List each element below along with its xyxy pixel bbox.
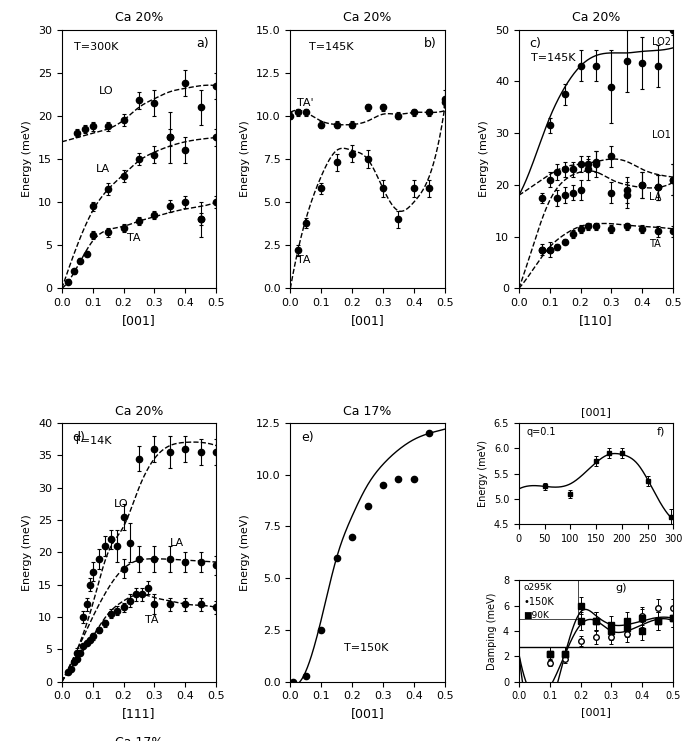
Text: T=145K: T=145K [531, 53, 576, 63]
Y-axis label: Energy (meV): Energy (meV) [23, 121, 32, 197]
Y-axis label: Energy (meV): Energy (meV) [240, 121, 250, 197]
Text: c): c) [530, 37, 541, 50]
X-axis label: [111]: [111] [122, 707, 156, 720]
Text: •150K: •150K [523, 597, 554, 608]
Title: Ca 17%: Ca 17% [344, 405, 392, 418]
Text: LA: LA [649, 193, 661, 202]
Y-axis label: Damping (meV): Damping (meV) [487, 592, 497, 670]
Title: Ca 20%: Ca 20% [344, 11, 392, 24]
Text: LO: LO [99, 87, 113, 96]
Text: TA': TA' [297, 98, 313, 107]
X-axis label: [001]: [001] [350, 707, 385, 720]
Text: LO1: LO1 [652, 130, 671, 140]
Y-axis label: Energy (meV): Energy (meV) [478, 440, 488, 507]
Text: q=0.1: q=0.1 [526, 427, 556, 437]
Text: f): f) [657, 426, 666, 436]
Text: g): g) [616, 583, 627, 594]
Title: [001]: [001] [581, 407, 611, 416]
Text: LA: LA [95, 164, 110, 174]
Title: Ca 20%: Ca 20% [572, 11, 620, 24]
Y-axis label: Energy (meV): Energy (meV) [480, 121, 489, 197]
Text: a): a) [196, 37, 209, 50]
Text: T=300K: T=300K [74, 42, 119, 53]
Text: o295K: o295K [523, 583, 552, 592]
Text: T=14K: T=14K [74, 436, 112, 445]
Text: TA: TA [297, 254, 310, 265]
Title: Ca 20%: Ca 20% [115, 405, 164, 418]
X-axis label: [001]: [001] [122, 313, 156, 327]
X-axis label: [001]: [001] [350, 313, 385, 327]
Text: TA: TA [126, 233, 140, 243]
Y-axis label: Energy (meV): Energy (meV) [240, 514, 250, 591]
Text: TA: TA [145, 616, 159, 625]
Text: e): e) [301, 431, 314, 444]
Title: Ca 20%: Ca 20% [115, 11, 164, 24]
Text: ■90K: ■90K [523, 611, 550, 619]
Text: T=150K: T=150K [344, 642, 389, 653]
Text: TA: TA [649, 239, 660, 249]
Text: Ca 17%: Ca 17% [115, 737, 164, 741]
X-axis label: [001]: [001] [581, 707, 611, 717]
Text: LA: LA [170, 538, 184, 548]
Text: LO: LO [114, 499, 129, 509]
Text: T=145K: T=145K [309, 42, 353, 53]
X-axis label: [110]: [110] [579, 313, 613, 327]
Y-axis label: Energy (meV): Energy (meV) [23, 514, 32, 591]
Text: LO2: LO2 [652, 37, 671, 47]
Text: b): b) [425, 37, 437, 50]
Text: d): d) [73, 431, 85, 444]
